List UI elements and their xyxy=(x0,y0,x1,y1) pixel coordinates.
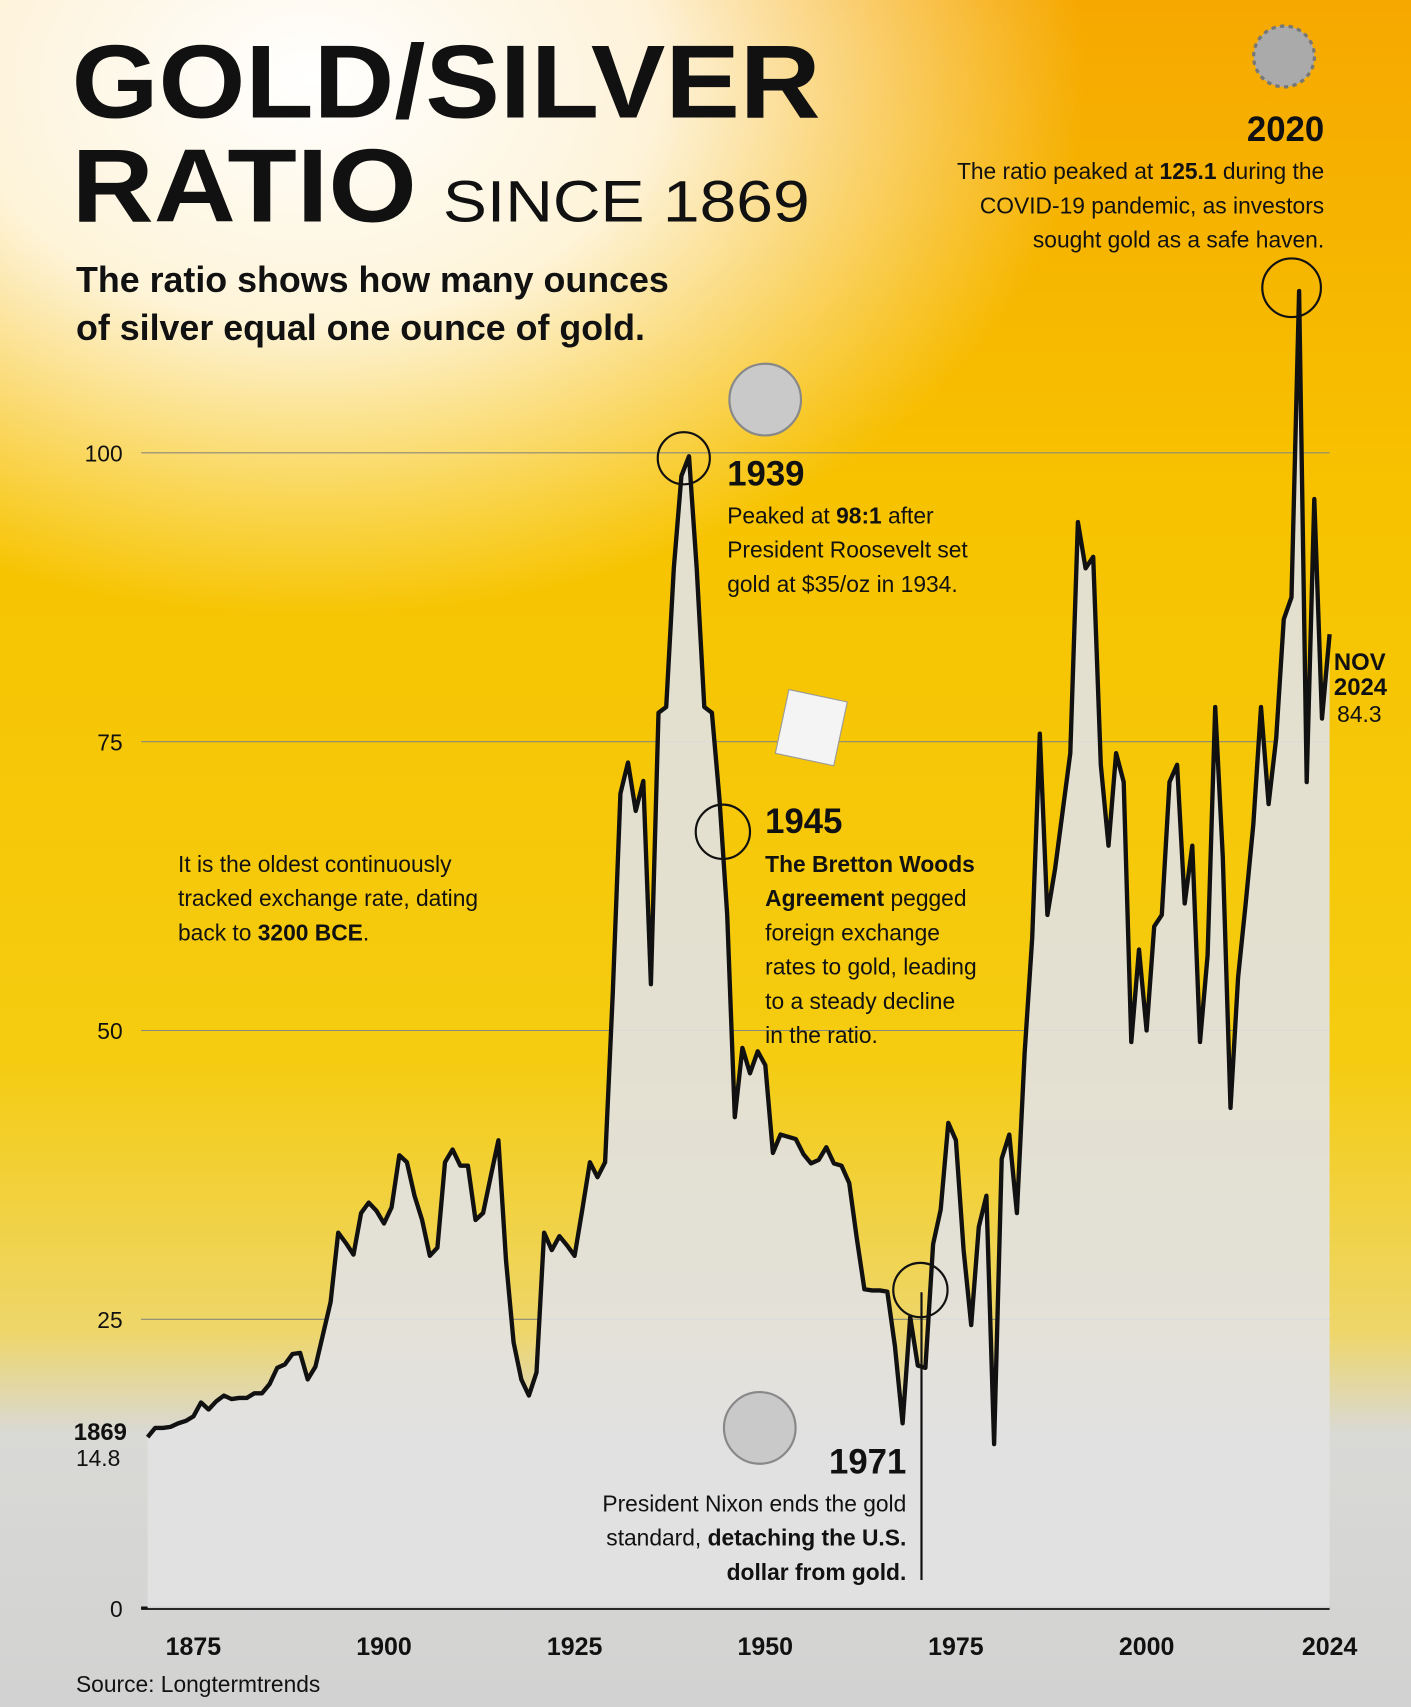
annotation-text: The ratio peaked at 125.1 during the xyxy=(957,158,1324,184)
subtitle: The ratio shows how many ounces xyxy=(76,260,669,300)
x-tick-label: 1900 xyxy=(356,1633,412,1661)
document-icon xyxy=(775,690,847,766)
y-tick-label: 100 xyxy=(85,440,123,466)
title-suffix: SINCE 1869 xyxy=(443,170,810,235)
annotation-text: rates to gold, leading xyxy=(765,954,976,980)
annotation-segment: during the xyxy=(1217,158,1325,184)
coin-icon xyxy=(729,364,801,436)
annotation-title: 1945 xyxy=(765,803,842,841)
annotation-segment: foreign exchange xyxy=(765,919,940,945)
chart: GOLD/SILVER RATIO SINCE 1869 The ratio s… xyxy=(0,0,1411,1707)
y-tick-label: 50 xyxy=(97,1018,122,1044)
annotation-text: foreign exchange xyxy=(765,919,940,945)
x-tick-label: 2024 xyxy=(1302,1633,1358,1661)
start-label: 1869 xyxy=(74,1419,127,1446)
annotation-segment: in the ratio. xyxy=(765,1022,878,1048)
annotation-text: in the ratio. xyxy=(765,1022,878,1048)
annotation-text: Peaked at 98:1 after xyxy=(727,502,934,528)
annotation-segment: dollar from gold. xyxy=(727,1559,907,1585)
page: Gold/Silver Ratio html, body { margin: 0… xyxy=(0,0,1411,1707)
annotation-text: dollar from gold. xyxy=(727,1559,907,1585)
x-tick-label: 1925 xyxy=(547,1633,603,1661)
annotation-text: sought gold as a safe haven. xyxy=(1033,227,1324,253)
annotation-segment: The ratio peaked at xyxy=(957,158,1160,184)
start-value-label: 14.8 xyxy=(76,1445,120,1471)
chart-title: RATIO xyxy=(72,128,417,244)
annotation-text: tracked exchange rate, dating xyxy=(178,885,478,911)
annotation-segment: 3200 BCE xyxy=(258,919,363,945)
annotation-segment: President Roosevelt set xyxy=(727,537,968,563)
y-tick-label: 0 xyxy=(110,1596,123,1622)
end-value-label: 84.3 xyxy=(1337,701,1381,727)
end-label: NOV xyxy=(1334,649,1386,676)
annotation-segment: gold at $35/oz in 1934. xyxy=(727,571,957,597)
annotation-segment: sought gold as a safe haven. xyxy=(1033,227,1324,253)
annotation-segment: tracked exchange rate, dating xyxy=(178,885,478,911)
annotation-text: to a steady decline xyxy=(765,988,955,1014)
annotation-title: 2020 xyxy=(1247,111,1324,149)
annotation-segment: President Nixon ends the gold xyxy=(602,1491,906,1517)
x-tick-label: 2000 xyxy=(1119,1633,1175,1661)
chart-title: GOLD/SILVER xyxy=(72,24,821,140)
annotation-segment: detaching the U.S. xyxy=(708,1525,907,1551)
annotation-segment: after xyxy=(882,502,934,528)
annotation-text: It is the oldest continuously xyxy=(178,851,452,877)
annotation-segment: rates to gold, leading xyxy=(765,954,976,980)
annotation-segment: It is the oldest continuously xyxy=(178,851,452,877)
annotation-segment: 98:1 xyxy=(836,502,882,528)
annotation-title: 1971 xyxy=(829,1444,906,1482)
coin-icon xyxy=(724,1392,796,1464)
annotation-text: President Roosevelt set xyxy=(727,537,968,563)
annotation-segment: COVID-19 pandemic, as investors xyxy=(980,192,1324,218)
annotation-segment: . xyxy=(363,919,369,945)
annotation-segment: back to xyxy=(178,919,258,945)
virus-icon xyxy=(1254,26,1315,87)
x-tick-label: 1950 xyxy=(738,1633,794,1661)
annotation-segment: The Bretton Woods xyxy=(765,851,975,877)
annotation-text: Agreement pegged xyxy=(765,885,966,911)
annotation-text: President Nixon ends the gold xyxy=(602,1491,906,1517)
page-body: {"chart_data": { "type": "line", "title"… xyxy=(0,0,1411,1707)
annotation-segment: to a steady decline xyxy=(765,988,955,1014)
y-tick-label: 25 xyxy=(97,1307,122,1333)
annotation-text: standard, detaching the U.S. xyxy=(606,1525,906,1551)
annotation-text: gold at $35/oz in 1934. xyxy=(727,571,957,597)
annotation-text: back to 3200 BCE. xyxy=(178,919,369,945)
annotation-segment: pegged xyxy=(884,885,966,911)
annotation-segment: Agreement xyxy=(765,885,884,911)
annotation-text: COVID-19 pandemic, as investors xyxy=(980,192,1324,218)
y-tick-label: 75 xyxy=(97,729,122,755)
annotation-text: The Bretton Woods xyxy=(765,851,975,877)
x-tick-label: 1975 xyxy=(928,1633,984,1661)
x-tick-label: 1875 xyxy=(166,1633,222,1661)
annotation-segment: Peaked at xyxy=(727,502,836,528)
source: Source: Longtermtrends xyxy=(76,1671,320,1697)
end-label: 2024 xyxy=(1334,674,1388,701)
subtitle: of silver equal one ounce of gold. xyxy=(76,308,645,348)
annotation-segment: standard, xyxy=(606,1525,707,1551)
annotation-segment: 125.1 xyxy=(1160,158,1217,184)
annotation-title: 1939 xyxy=(727,455,804,493)
